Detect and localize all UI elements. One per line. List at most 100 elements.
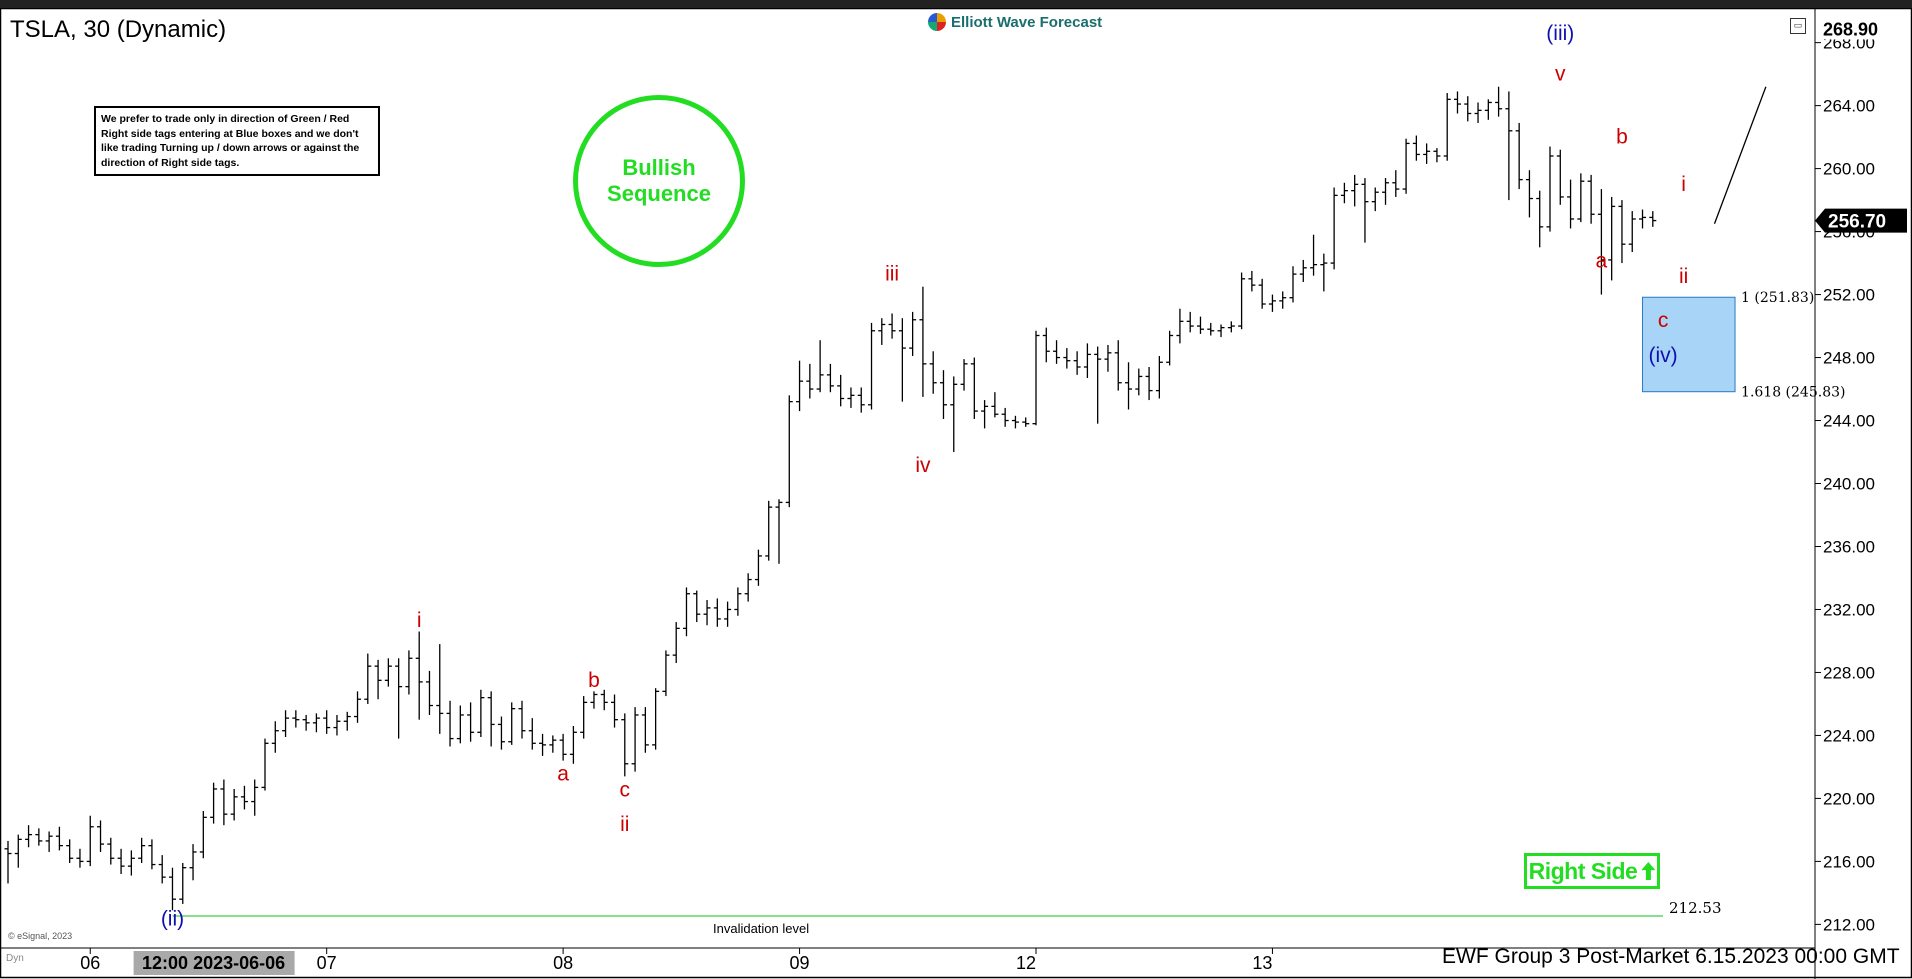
invalidation-label: Invalidation level	[713, 921, 809, 936]
ohlc-bar	[1155, 355, 1163, 399]
ohlc-bar	[446, 700, 454, 747]
ohlc-bar	[559, 733, 567, 761]
ohlc-bar	[1145, 366, 1153, 401]
ohlc-bar	[189, 844, 197, 881]
x-cursor-bg	[133, 951, 295, 975]
wave-label: (ii)	[161, 907, 184, 930]
ohlc-bar	[1248, 270, 1256, 292]
time-axis: 06 07 08 09 12 13 12:00 2023-06-06	[80, 948, 1273, 975]
ohlc-bar	[1371, 187, 1379, 212]
y-tick-label: 252.00	[1823, 286, 1875, 305]
wave-label: a	[1596, 249, 1608, 272]
ohlc-bar	[796, 360, 804, 412]
ohlc-bar	[1556, 149, 1564, 205]
ohlc-bar	[1227, 321, 1235, 333]
ohlc-bar	[1001, 407, 1009, 427]
ohlc-bar	[1340, 182, 1348, 204]
ohlc-bar	[682, 587, 690, 637]
ohlc-bar	[282, 710, 290, 738]
ohlc-bar	[939, 370, 947, 419]
ohlc-bar	[1587, 174, 1595, 224]
wave-label: v	[1555, 63, 1566, 86]
ohlc-bar	[734, 587, 742, 616]
ohlc-bar	[1597, 189, 1605, 295]
ohlc-bar	[1536, 190, 1544, 248]
x-tick-label: 12	[1016, 953, 1036, 973]
ohlc-bar	[138, 837, 146, 863]
x-tick-label: 09	[790, 953, 810, 973]
ohlc-bar	[107, 837, 115, 865]
ohlc-bar	[66, 839, 74, 863]
ohlc-bar	[45, 831, 53, 852]
ohlc-bar	[1402, 138, 1410, 194]
ohlc-bar	[909, 311, 917, 356]
ohlc-bar	[384, 658, 392, 687]
ohlc-bar	[35, 828, 43, 846]
ohlc-bar	[1515, 122, 1523, 190]
ohlc-bar	[292, 710, 300, 728]
ohlc-bar	[97, 820, 105, 852]
ohlc-bar	[1063, 348, 1071, 369]
market-status: EWF Group 3 Post-Market 6.15.2023 00:00 …	[1442, 945, 1900, 968]
ohlc-bar	[1104, 344, 1112, 372]
ohlc-bar	[600, 689, 608, 711]
ohlc-bar	[662, 650, 670, 697]
ohlc-bar	[826, 363, 834, 393]
ohlc-bar	[1525, 170, 1533, 218]
ohlc-bar	[1474, 102, 1482, 123]
ohlc-bar	[199, 811, 207, 859]
wave-label: a	[557, 763, 569, 786]
projection-line	[1713, 86, 1767, 224]
ohlc-bar	[127, 850, 135, 876]
brand-logo[interactable]: Elliott Wave Forecast	[928, 13, 1102, 31]
ohlc-bar	[1464, 96, 1472, 122]
ohlc-bar	[1505, 91, 1513, 201]
ohlc-bar	[1032, 330, 1040, 426]
ohlc-bar	[497, 716, 505, 750]
x-tick-label: 13	[1252, 953, 1272, 973]
ohlc-bar	[25, 825, 33, 848]
ohlc-bar	[1320, 253, 1328, 292]
wave-label: (iii)	[1546, 22, 1574, 45]
ohlc-bar	[1114, 340, 1122, 391]
ohlc-bar	[549, 735, 557, 753]
copyright-text: © eSignal, 2023	[8, 931, 73, 941]
ohlc-bar	[1135, 368, 1143, 396]
ohlc-bar	[950, 376, 958, 453]
y-tick-label: 216.00	[1823, 852, 1875, 871]
ohlc-bar	[785, 395, 793, 508]
ohlc-bar	[1423, 143, 1431, 164]
ohlc-bar	[518, 700, 526, 739]
invalidation-value: 212.53	[1669, 899, 1722, 917]
ohlc-bar	[1073, 351, 1081, 375]
ohlc-bar	[960, 359, 968, 391]
y-tick-label: 220.00	[1823, 789, 1875, 808]
y-tick-label: 240.00	[1823, 475, 1875, 494]
ohlc-bar	[1618, 200, 1626, 264]
ohlc-bar	[888, 313, 896, 339]
ohlc-bar	[1382, 178, 1390, 205]
ohlc-bar	[898, 318, 906, 402]
ohlc-bar	[1011, 415, 1019, 429]
arrow-up-icon	[1641, 862, 1656, 880]
ohlc-bars	[4, 86, 1657, 911]
ohlc-bar	[1238, 272, 1246, 330]
restore-icon[interactable]: ▭	[1790, 18, 1806, 34]
ohlc-bar	[1639, 209, 1647, 229]
ohlc-bar	[724, 601, 732, 627]
ohlc-bar	[1433, 148, 1441, 163]
wave-label: iv	[915, 454, 931, 477]
ohlc-bar	[220, 779, 228, 826]
ohlc-bar	[878, 318, 886, 345]
ohlc-bar	[1125, 362, 1133, 410]
ohlc-bar	[1567, 179, 1575, 229]
wave-label: c	[1658, 309, 1669, 332]
ohlc-bar	[240, 785, 248, 810]
ohlc-bar	[1186, 311, 1194, 333]
x-cursor-label: 12:00 2023-06-06	[142, 953, 285, 973]
ohlc-bar	[1268, 294, 1276, 312]
ohlc-bar	[1258, 278, 1266, 309]
ohlc-bar	[1053, 340, 1061, 364]
ohlc-bar	[354, 691, 362, 723]
ohlc-bar	[569, 725, 577, 764]
